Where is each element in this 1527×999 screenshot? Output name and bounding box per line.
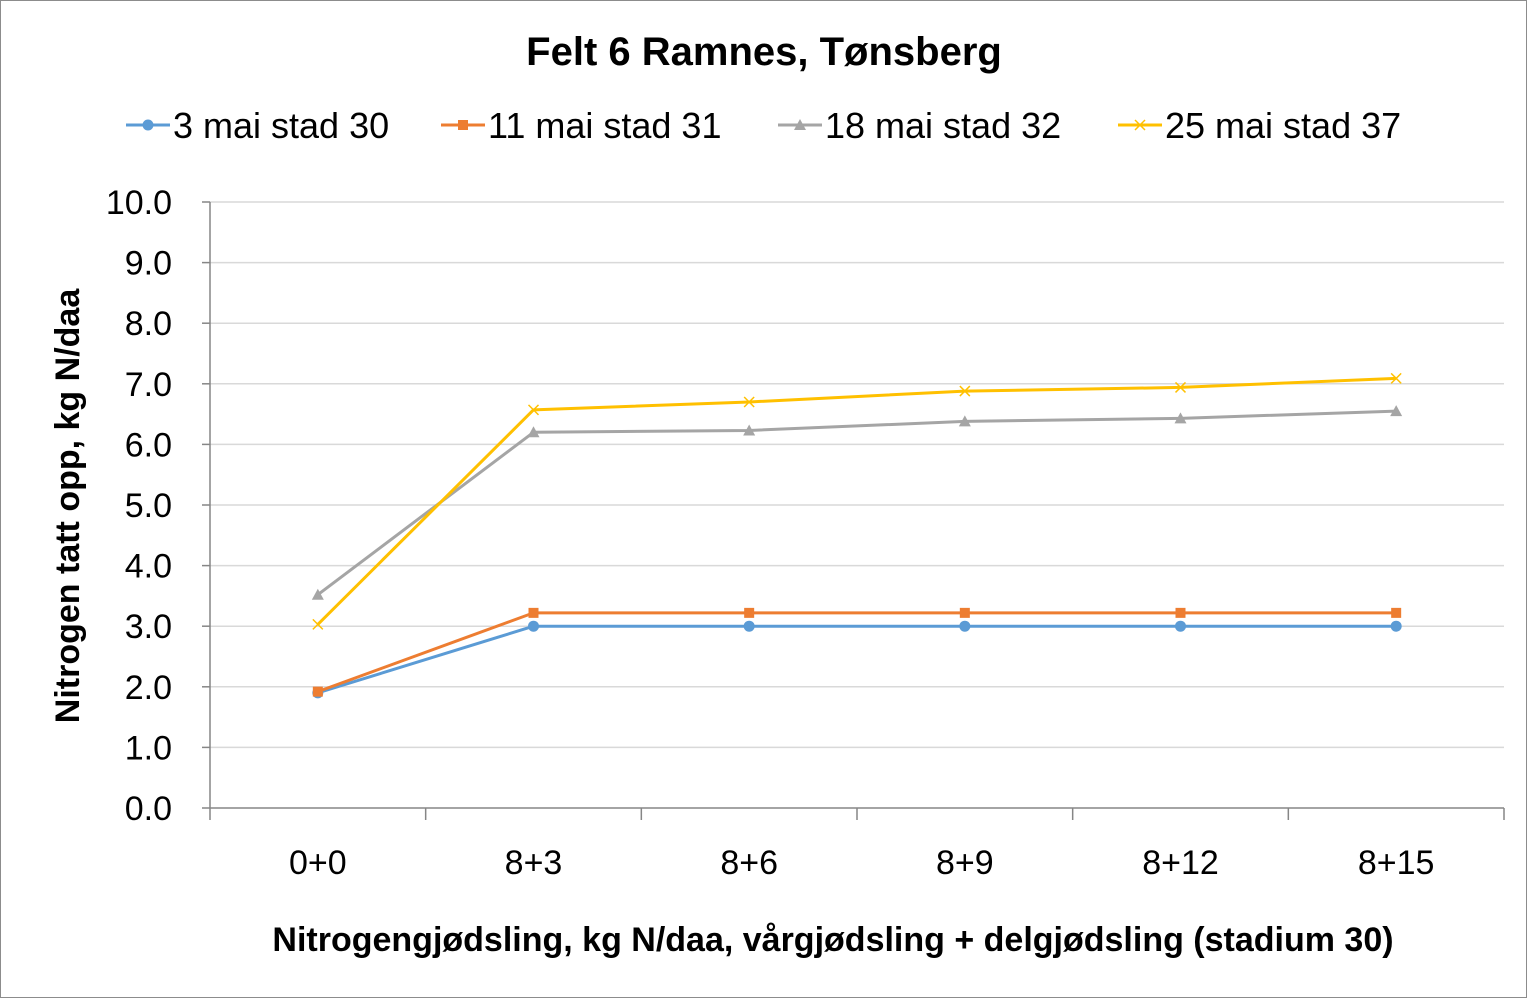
x-tick-label: 8+12 — [1142, 844, 1219, 882]
legend-entry-3: 18 mai stad 32 — [778, 105, 1061, 146]
data-point-s3-8+3 — [527, 426, 540, 438]
y-axis-title: Nitrogen tatt opp, kg N/daa — [49, 288, 87, 724]
x-tick-label: 0+0 — [289, 844, 347, 882]
data-point-s1-8+6 — [743, 620, 755, 632]
x-tick-label: 8+3 — [505, 844, 563, 882]
data-point-s2-8+12 — [1175, 607, 1186, 618]
legend-marker — [1134, 119, 1146, 131]
legend-entry-2: 11 mai stad 31 — [441, 105, 721, 146]
y-tick-label: 9.0 — [125, 245, 172, 283]
x-tick-labels: 0+0 8+3 8+6 8+9 8+12 8+15 — [289, 844, 1434, 882]
legend-marker — [142, 119, 154, 131]
y-tick-label: 2.0 — [125, 669, 172, 707]
data-point-s2-8+9 — [959, 607, 970, 618]
series-line-2 — [317, 611, 1397, 694]
legend-marker — [458, 120, 468, 130]
y-tick-label: 1.0 — [125, 729, 172, 767]
data-point-s4-0+0 — [312, 618, 324, 630]
data-point-s4-8+6 — [743, 396, 755, 408]
legend-label: 3 mai stad 30 — [173, 105, 389, 146]
data-point-s4-8+3 — [527, 404, 540, 416]
data-point-s2-8+15 — [1391, 607, 1402, 618]
legend-marker-stroke — [1134, 119, 1146, 131]
legend-entry-4: 25 mai stad 37 — [1118, 105, 1401, 146]
x-tick-label: 8+15 — [1358, 844, 1435, 882]
data-point-s4-8+3-stroke — [527, 404, 540, 416]
data-point-s4-8+9-stroke — [959, 385, 971, 397]
chart-title: Felt 6 Ramnes, Tønsberg — [526, 30, 1002, 74]
series-line-4 — [316, 376, 1397, 626]
axes — [202, 201, 1505, 820]
data-point-s3-8+9 — [958, 415, 971, 427]
y-tick-label: 3.0 — [125, 608, 172, 646]
data-point-s3-8+12 — [1174, 412, 1187, 424]
y-tick-label: 8.0 — [125, 305, 172, 343]
legend-label: 25 mai stad 37 — [1165, 105, 1401, 146]
y-tick-label: 5.0 — [125, 487, 172, 525]
data-point-s3-0+0 — [311, 588, 324, 600]
x-axis-title: Nitrogengjødsling, kg N/daa, vårgjødslin… — [272, 921, 1393, 959]
x-tick-label: 8+9 — [936, 844, 994, 882]
data-point-s1-8+12 — [1175, 620, 1186, 632]
y-tick-label: 6.0 — [125, 426, 172, 464]
y-tick-label: 7.0 — [125, 366, 172, 404]
data-point-s4-8+15-stroke — [1390, 372, 1402, 384]
series-line-3 — [316, 409, 1397, 596]
y-tick-label: 4.0 — [125, 548, 172, 586]
data-point-s4-8+6-stroke — [743, 396, 755, 408]
series-markers — [311, 372, 1403, 699]
data-point-s4-8+12-stroke — [1174, 381, 1187, 393]
series-lines — [316, 376, 1397, 695]
data-point-s1-8+3 — [528, 620, 539, 632]
legend-label: 18 mai stad 32 — [825, 105, 1061, 146]
y-tick-labels: 0.0 1.0 2.0 3.0 4.0 5.0 6.0 7.0 8.0 9.0 10.0 — [106, 184, 172, 828]
data-point-s3-8+6 — [743, 424, 756, 436]
legend-label: 11 mai stad 31 — [488, 105, 721, 146]
legend: 3 mai stad 30 11 mai stad 31 18 mai stad 3… — [126, 105, 1401, 146]
data-point-s1-8+9 — [959, 620, 971, 632]
data-point-s4-8+12 — [1174, 381, 1187, 393]
data-point-s4-0+0-stroke — [312, 618, 324, 630]
data-point-s3-8+15 — [1390, 405, 1403, 417]
data-point-s4-8+9 — [959, 385, 971, 397]
data-point-s1-8+15 — [1390, 620, 1402, 632]
legend-entry-1: 3 mai stad 30 — [126, 105, 389, 146]
y-tick-label: 10.0 — [106, 184, 172, 222]
series-line-1 — [317, 624, 1397, 695]
data-point-s2-0+0 — [312, 686, 323, 697]
legend-marker — [794, 119, 806, 130]
x-tick-label: 8+6 — [720, 844, 778, 882]
data-point-s4-8+15 — [1390, 372, 1402, 384]
data-point-s2-8+3 — [528, 607, 539, 618]
y-tick-label: 0.0 — [125, 790, 172, 828]
data-point-s2-8+6 — [744, 607, 755, 618]
